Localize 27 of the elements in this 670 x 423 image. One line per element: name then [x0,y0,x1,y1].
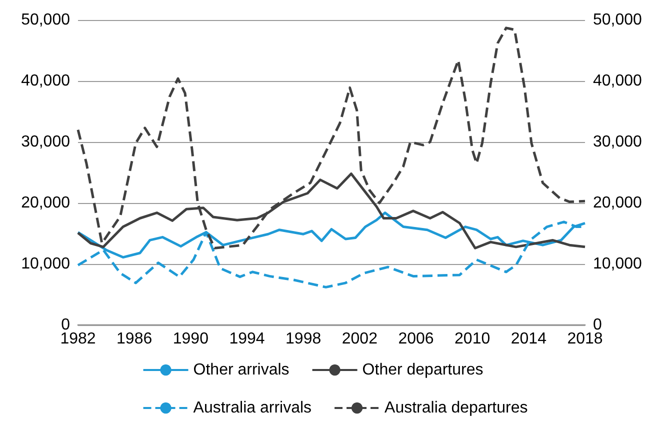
x-tick-label: 2018 [567,330,603,348]
y2-tick-label: 30,000 [593,134,642,150]
x-tick-label: 1982 [60,330,96,348]
x-tick-label: 1998 [286,330,322,348]
x-tick-label: 2014 [510,330,547,348]
legend-label: Australia arrivals [193,400,312,416]
y2-tick-label: 50,000 [593,12,642,28]
x-tick-label: 2002 [342,330,378,348]
legend-label: Other arrivals [193,362,290,378]
x-tick-label: 1990 [172,330,209,348]
x-tick-label: 2006 [398,330,434,348]
y-tick-label: 0 [61,316,70,334]
y-tick-label: 10,000 [21,256,70,272]
y-tick-label: 40,000 [21,72,70,90]
x-tick-label: 1994 [229,330,265,348]
y2-tick-label: 20,000 [593,194,642,212]
y-tick-label: 20,000 [21,194,70,212]
y2-tick-label: 10,000 [593,256,642,272]
y2-tick-label: 40,000 [593,72,642,90]
legend-label: Other departures [362,362,484,378]
x-tick-label: 2010 [454,330,490,348]
y2-tick-label: 0 [593,316,602,334]
y-tick-label: 50,000 [21,12,70,28]
line-series [76,26,586,250]
x-tick-label: 1986 [116,330,152,348]
y-tick-label: 30,000 [21,134,70,150]
legend-label: Australia departures [384,400,528,416]
